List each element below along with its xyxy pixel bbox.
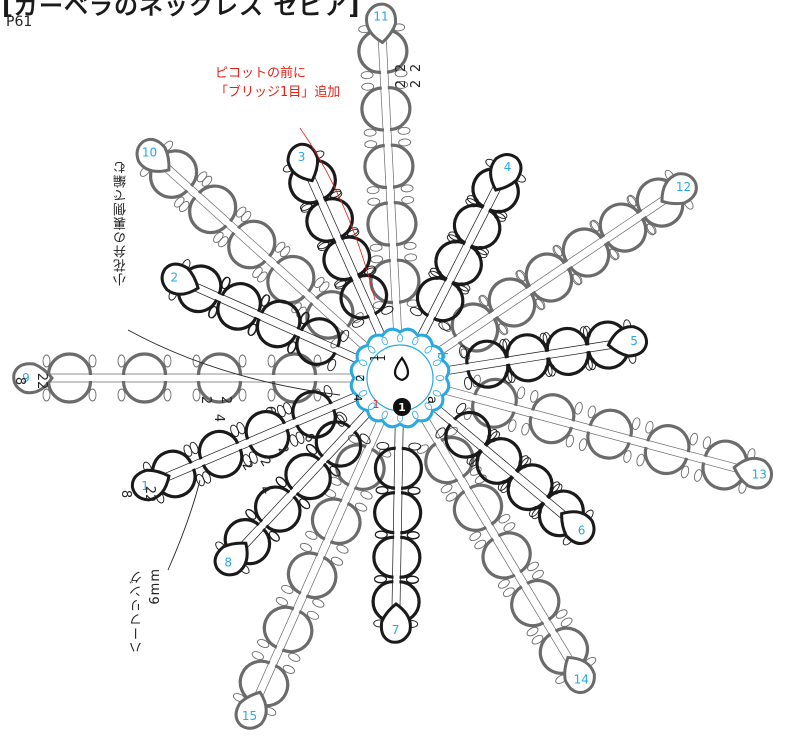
stitch-count: 2: [394, 64, 409, 72]
stitch-count: 2: [394, 80, 409, 88]
stitch-count: 8: [118, 490, 133, 498]
center-label-a: a: [424, 396, 439, 404]
picot-note: ピコットの前に 「ブリッジ1目」追加: [215, 64, 340, 102]
large-petal-number: 12: [676, 180, 691, 194]
stitch-count: 2: [256, 455, 273, 470]
center-count-4: 4: [351, 395, 364, 402]
small-petal-number: 4: [504, 160, 512, 174]
picot-note-line1: ピコットの前に: [215, 66, 307, 81]
large-petal-10: [135, 137, 368, 350]
stitch-count: 4: [211, 414, 226, 422]
large-petal-number: 13: [752, 467, 767, 481]
small-petal-5: [446, 319, 649, 390]
large-petal-14: [417, 416, 597, 694]
picot-note-leader: [299, 127, 376, 301]
stitch-count: 8: [12, 377, 27, 385]
center-label-b: b: [434, 352, 449, 360]
center-teardrop: [393, 356, 410, 382]
stitch-count: 2: [198, 396, 213, 404]
large-petal-12: [437, 169, 698, 361]
small-petal-8: [213, 410, 371, 577]
reverse-note-leader: [127, 329, 341, 396]
small-petal-number: 1: [141, 479, 149, 493]
page-reference: P61: [6, 14, 33, 30]
large-petal-number: 10: [142, 146, 157, 160]
small-petal-number: 8: [224, 555, 232, 569]
center-red-step: 1: [373, 398, 380, 411]
leader-layer: [127, 127, 376, 571]
petal-layer: [12, 2, 774, 730]
start-dot: [393, 398, 411, 416]
small-petal-7: [371, 425, 423, 644]
small-petal-3: [282, 142, 394, 336]
large-petal-number: 14: [574, 673, 589, 687]
large-petal-9: [12, 352, 352, 404]
center-count-1: 1: [368, 355, 381, 362]
small-petal-number: 5: [630, 334, 638, 348]
half-ring-leader: [167, 479, 201, 571]
page-title: [ガーベラのネックレス セピア]: [2, 0, 361, 20]
stitch-count: 22: [34, 373, 49, 390]
large-petal-number: 15: [242, 709, 257, 723]
center-count-2: 2: [354, 375, 367, 382]
stitch-count: 2: [218, 396, 233, 404]
large-petal-15: [232, 420, 392, 730]
start-step-label: 1: [398, 401, 406, 414]
stitch-count: 2: [409, 64, 424, 72]
large-petal-11: [357, 2, 421, 331]
stitch-count: 22: [142, 486, 157, 503]
small-petal-6: [433, 402, 596, 546]
stitch-count: 6: [262, 406, 277, 414]
small-petal-1: [130, 385, 358, 504]
small-petal-2: [160, 259, 358, 372]
small-petal-number: 3: [298, 150, 306, 164]
center-count-1b: 1: [375, 355, 388, 362]
stitch-count: 2: [409, 80, 424, 88]
small-petal-number: 7: [392, 623, 400, 637]
large-petal-number: 11: [373, 9, 388, 23]
small-petal-number: 2: [171, 271, 179, 285]
picot-note-line2: 「ブリッジ1目」追加: [215, 85, 341, 100]
small-petal-number: 6: [578, 523, 586, 537]
large-petal-number: 9: [22, 371, 30, 385]
small-petal-4: [409, 153, 526, 338]
